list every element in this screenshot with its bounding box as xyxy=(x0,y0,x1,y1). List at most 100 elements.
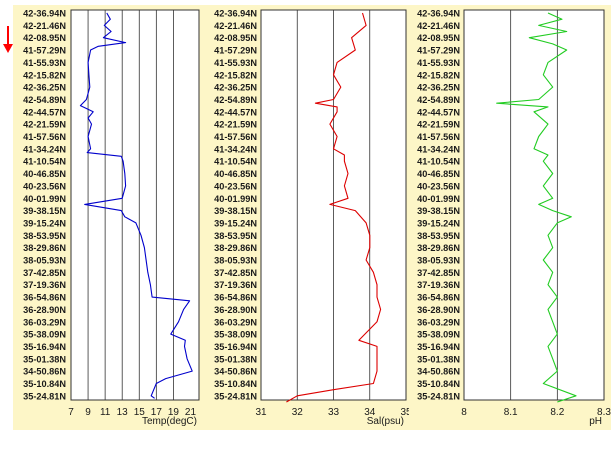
y-tick-label: 35-24.81N xyxy=(417,391,460,401)
y-tick-label: 41-57.56N xyxy=(214,132,257,142)
y-tick-label: 40-01.99N xyxy=(417,194,460,204)
y-tick-label: 41-10.54N xyxy=(214,157,257,167)
y-tick-label: 36-28.90N xyxy=(417,305,460,315)
y-tick-label: 40-46.85N xyxy=(417,169,460,179)
x-axis-label: Sal(psu) xyxy=(367,416,404,427)
x-tick-label: 34 xyxy=(364,407,376,418)
y-tick-label: 35-24.81N xyxy=(214,391,257,401)
y-tick-label: 42-08.95N xyxy=(214,33,257,43)
y-tick-label: 42-54.89N xyxy=(214,95,257,105)
y-tick-label: 35-01.38N xyxy=(214,354,257,364)
y-tick-label: 42-15.82N xyxy=(417,70,460,80)
x-tick-label: 8.1 xyxy=(504,407,518,418)
y-tick-label: 39-38.15N xyxy=(417,206,460,216)
y-tick-label: 42-44.57N xyxy=(23,107,66,117)
x-tick-label: 17 xyxy=(151,407,163,418)
data-series-line xyxy=(286,12,382,403)
y-tick-label: 40-23.56N xyxy=(417,181,460,191)
y-tick-label: 41-34.24N xyxy=(214,144,257,154)
red-down-arrow-icon xyxy=(3,26,13,53)
y-tick-label: 42-21.46N xyxy=(417,21,460,31)
y-tick-label: 42-36.94N xyxy=(417,9,460,19)
y-tick-label: 42-15.82N xyxy=(23,70,66,80)
x-axis-label: pH xyxy=(589,416,602,427)
y-tick-label: 41-34.24N xyxy=(23,144,66,154)
y-tick-label: 35-10.84N xyxy=(417,379,460,389)
y-tick-label: 36-03.29N xyxy=(23,317,66,327)
y-tick-label: 37-42.85N xyxy=(214,268,257,278)
y-tick-label: 40-01.99N xyxy=(214,194,257,204)
y-tick-label: 41-10.54N xyxy=(23,157,66,167)
y-tick-label: 39-15.24N xyxy=(214,218,257,228)
y-tick-label: 42-08.95N xyxy=(23,33,66,43)
y-tick-label: 34-50.86N xyxy=(23,367,66,377)
x-tick-label: 35 xyxy=(400,407,412,418)
y-tick-label: 40-46.85N xyxy=(23,169,66,179)
x-tick-label: 21 xyxy=(185,407,197,418)
x-tick-label: 9 xyxy=(85,407,91,418)
y-tick-label: 35-38.09N xyxy=(23,330,66,340)
y-tick-label: 37-42.85N xyxy=(23,268,66,278)
chart-panel-2: 31 32 33 34 35 42-36.94N 42-21.46N 42-08.95N 41-… xyxy=(204,5,417,430)
y-tick-label: 38-05.93N xyxy=(417,256,460,266)
y-tick-label: 36-54.86N xyxy=(417,293,460,303)
y-tick-label: 38-29.86N xyxy=(23,243,66,253)
y-tick-label: 38-05.93N xyxy=(23,256,66,266)
y-tick-label: 35-24.81N xyxy=(23,391,66,401)
y-tick-label: 38-29.86N xyxy=(417,243,460,253)
y-tick-label: 42-36.25N xyxy=(417,83,460,93)
y-tick-label: 35-01.38N xyxy=(23,354,66,364)
y-tick-label: 42-44.57N xyxy=(214,107,257,117)
x-tick-label: 8.2 xyxy=(550,407,564,418)
y-tick-label: 39-15.24N xyxy=(23,218,66,228)
x-tick-label: 8 xyxy=(461,407,467,418)
y-tick-label: 39-15.24N xyxy=(417,218,460,228)
y-tick-label: 38-05.93N xyxy=(214,256,257,266)
y-tick-label: 41-57.56N xyxy=(23,132,66,142)
y-tick-label: 41-57.29N xyxy=(23,46,66,56)
y-tick-label: 35-10.84N xyxy=(214,379,257,389)
y-tick-label: 35-01.38N xyxy=(417,354,460,364)
x-tick-label: 7 xyxy=(68,407,74,418)
y-tick-label: 38-53.95N xyxy=(214,231,257,241)
y-tick-label: 42-21.59N xyxy=(214,120,257,130)
y-tick-label: 40-46.85N xyxy=(214,169,257,179)
y-tick-label: 36-28.90N xyxy=(23,305,66,315)
y-tick-label: 37-19.36N xyxy=(214,280,257,290)
x-tick-label: 13 xyxy=(117,407,129,418)
y-tick-label: 42-36.25N xyxy=(23,83,66,93)
y-tick-label: 40-23.56N xyxy=(214,181,257,191)
y-tick-label: 41-34.24N xyxy=(417,144,460,154)
y-tick-label: 35-10.84N xyxy=(23,379,66,389)
y-tick-label: 42-08.95N xyxy=(417,33,460,43)
y-tick-label: 39-38.15N xyxy=(214,206,257,216)
y-tick-label: 42-36.94N xyxy=(214,9,257,19)
y-tick-label: 40-23.56N xyxy=(23,181,66,191)
y-tick-label: 37-19.36N xyxy=(23,280,66,290)
y-tick-label: 36-54.86N xyxy=(23,293,66,303)
y-tick-label: 36-28.90N xyxy=(214,305,257,315)
y-tick-label: 41-55.93N xyxy=(23,58,66,68)
y-tick-label: 42-21.59N xyxy=(417,120,460,130)
y-tick-label: 41-55.93N xyxy=(214,58,257,68)
y-tick-label: 41-10.54N xyxy=(417,157,460,167)
y-tick-label: 42-54.89N xyxy=(417,95,460,105)
y-tick-label: 41-55.93N xyxy=(417,58,460,68)
y-tick-label: 42-21.46N xyxy=(214,21,257,31)
y-tick-label: 35-38.09N xyxy=(214,330,257,340)
x-tick-label: 19 xyxy=(168,407,180,418)
y-tick-label: 37-42.85N xyxy=(417,268,460,278)
y-tick-label: 42-15.82N xyxy=(214,70,257,80)
chart-panel-3: 8 8.1 8.2 8.3 42-36.94N 42-21.46N 42-08.95N 41-… xyxy=(409,5,611,430)
x-axis-label: Temp(degC) xyxy=(142,416,197,427)
y-tick-label: 35-16.94N xyxy=(417,342,460,352)
y-tick-label: 42-36.94N xyxy=(23,9,66,19)
y-tick-label: 38-53.95N xyxy=(23,231,66,241)
y-tick-label: 39-38.15N xyxy=(23,206,66,216)
y-tick-label: 35-16.94N xyxy=(214,342,257,352)
y-tick-label: 35-16.94N xyxy=(23,342,66,352)
y-tick-label: 36-03.29N xyxy=(214,317,257,327)
y-tick-label: 41-57.56N xyxy=(417,132,460,142)
data-series-line xyxy=(496,12,577,403)
